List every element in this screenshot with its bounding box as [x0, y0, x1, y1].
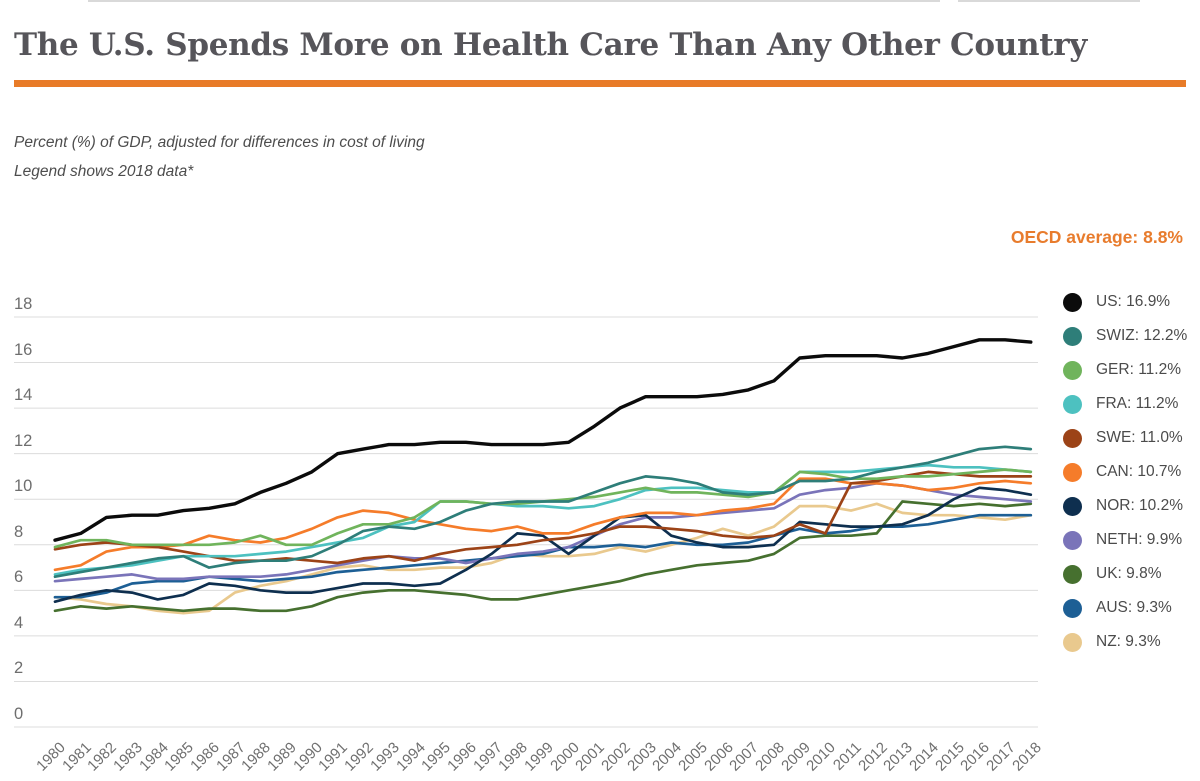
legend-color-dot [1063, 462, 1082, 482]
page-title: The U.S. Spends More on Health Care Than… [14, 26, 1088, 63]
y-axis-tick-label: 18 [14, 295, 33, 313]
legend-item-SWE[interactable]: SWE: 11.0% [1063, 426, 1187, 450]
legend-color-dot [1063, 292, 1082, 312]
legend-item-label: SWE: 11.0% [1096, 429, 1183, 446]
legend-color-dot [1063, 360, 1082, 380]
legend-item-label: CAN: 10.7% [1096, 463, 1182, 480]
legend-color-dot [1063, 326, 1082, 346]
legend-item-FRA[interactable]: FRA: 11.2% [1063, 392, 1187, 416]
legend-item-label: AUS: 9.3% [1096, 599, 1172, 616]
legend-item-UK[interactable]: UK: 9.8% [1063, 562, 1187, 586]
chart-subtitle-legend-note: Legend shows 2018 data* [14, 163, 194, 180]
legend-item-GER[interactable]: GER: 11.2% [1063, 358, 1187, 382]
y-axis-tick-label: 4 [14, 613, 24, 632]
series-line-SWIZ [53, 445, 1033, 579]
series-line-UK [53, 500, 1033, 613]
legend-item-label: FRA: 11.2% [1096, 395, 1179, 412]
series-line-NOR [53, 486, 1033, 604]
legend-item-label: NETH: 9.9% [1096, 531, 1183, 548]
legend-color-dot [1063, 394, 1082, 414]
series-line-SWE [53, 470, 1033, 565]
legend-color-dot [1063, 496, 1082, 516]
y-axis-tick-label: 16 [14, 340, 33, 359]
legend-item-NETH[interactable]: NETH: 9.9% [1063, 528, 1187, 552]
legend-item-label: UK: 9.8% [1096, 565, 1162, 582]
legend-item-CAN[interactable]: CAN: 10.7% [1063, 460, 1187, 484]
legend-item-AUS[interactable]: AUS: 9.3% [1063, 596, 1187, 620]
y-axis-tick-label: 2 [14, 659, 24, 678]
y-axis-tick-label: 6 [14, 568, 24, 587]
legend-color-dot [1063, 428, 1082, 448]
series-line-NZ [53, 502, 1033, 615]
series-line-FRA [53, 463, 1033, 576]
legend-item-SWIZ[interactable]: SWIZ: 12.2% [1063, 324, 1187, 348]
legend-item-label: NOR: 10.2% [1096, 497, 1184, 514]
legend-item-NZ[interactable]: NZ: 9.3% [1063, 630, 1187, 654]
legend-color-dot [1063, 564, 1082, 584]
top-edge-artifact [958, 0, 1140, 2]
legend-item-label: SWIZ: 12.2% [1096, 327, 1188, 344]
legend-item-label: GER: 11.2% [1096, 361, 1182, 378]
legend-item-US[interactable]: US: 16.9% [1063, 290, 1187, 314]
chart-canvas [14, 316, 1038, 728]
y-axis-tick-label: 10 [14, 477, 33, 496]
y-axis-tick-label: 8 [14, 522, 24, 541]
y-axis-tick-label: 12 [14, 431, 33, 450]
y-axis-tick-label: 0 [14, 705, 24, 723]
series-line-NETH [53, 481, 1033, 583]
oecd-average-annotation: OECD average: 8.8% [1010, 227, 1183, 247]
legend-color-dot [1063, 530, 1082, 550]
legend-color-dot [1063, 598, 1082, 618]
chart-subtitle-units: Percent (%) of GDP, adjusted for differe… [14, 134, 425, 151]
title-divider-rule [14, 80, 1186, 87]
legend-item-label: US: 16.9% [1096, 293, 1171, 310]
legend-color-dot [1063, 632, 1082, 652]
legend-item-label: NZ: 9.3% [1096, 633, 1161, 650]
line-chart-plot-area: 0 2 4 6 8 10 12 14 16 18 1980 1981 1982 1983 1984 1985 1… [14, 290, 1050, 781]
top-edge-artifact [88, 0, 940, 2]
chart-legend: US: 16.9% SWIZ: 12.2% GER: 11.2% FRA: 11.2%… [1063, 290, 1187, 664]
series-line-US [53, 338, 1033, 542]
y-axis-tick-label: 14 [14, 386, 33, 405]
series-line-CAN [53, 477, 1033, 572]
legend-item-NOR[interactable]: NOR: 10.2% [1063, 494, 1187, 518]
